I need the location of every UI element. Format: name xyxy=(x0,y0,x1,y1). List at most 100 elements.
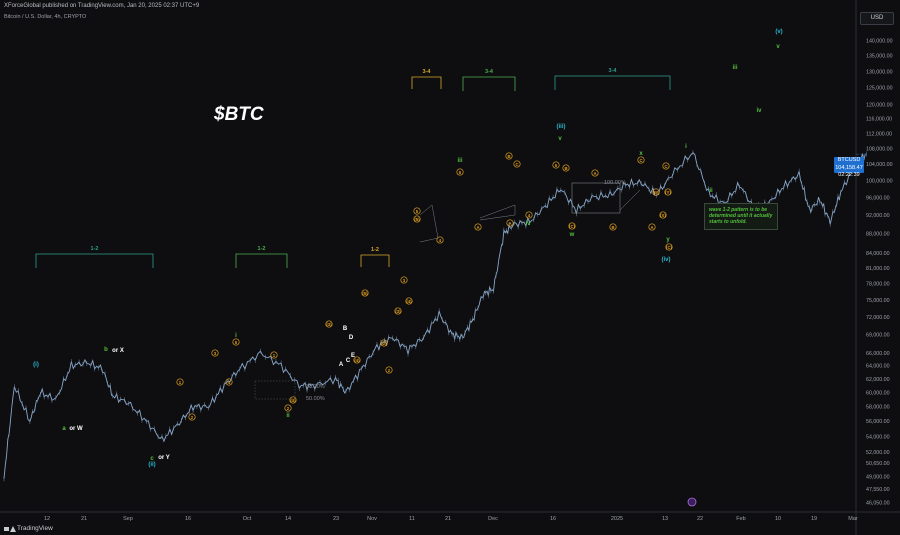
currency-button[interactable]: USD xyxy=(860,12,894,25)
price-tick-label: 81,000.00 xyxy=(866,266,890,272)
wave-label-orange: 5 xyxy=(459,170,462,175)
price-tick-label: 49,000.00 xyxy=(866,475,890,481)
time-tick-label: Sep xyxy=(123,516,133,522)
fib-label: 50.00% xyxy=(306,396,325,402)
triangle-pattern xyxy=(479,204,516,221)
wave-label-orange: 2 xyxy=(388,368,391,373)
wave-label-orange-ring xyxy=(289,396,297,404)
wave-label-orange-ring xyxy=(361,289,369,297)
wave-label-orange: (C) xyxy=(569,224,576,229)
price-tick-label: 64,000.00 xyxy=(866,364,890,370)
wave-label-A: A xyxy=(339,362,344,368)
time-tick-label: 2025 xyxy=(611,516,623,522)
triangle-pattern xyxy=(619,189,641,211)
triangle-pattern xyxy=(419,204,439,243)
publish-info: XForceGlobal published on TradingView.co… xyxy=(4,3,200,9)
wave-label-orange-ring xyxy=(394,307,402,315)
wave-label-orange: 4 xyxy=(528,213,531,218)
wave-label-orange-ring xyxy=(270,351,278,359)
wave-label-D: D xyxy=(349,335,354,341)
time-tick-label: 21 xyxy=(81,516,87,522)
wave-label-orange: 5 xyxy=(416,209,419,214)
wave-label-C: C xyxy=(346,358,351,364)
wave-label-orange-ring xyxy=(525,211,533,219)
time-tick-label: 11 xyxy=(409,516,415,522)
wave-label-or-w: or W xyxy=(69,426,83,432)
event-marker-icon xyxy=(687,497,697,507)
wave-label-orange-ring xyxy=(176,378,184,386)
time-tick-label: 22 xyxy=(697,516,703,522)
price-tick-label: 78,000.00 xyxy=(866,282,890,288)
price-tick-label: 50,650.00 xyxy=(866,461,890,467)
wave-label-green-ii-b: ii xyxy=(709,188,713,194)
wave-label-orange: (4) xyxy=(406,299,412,304)
time-tick-label: 23 xyxy=(333,516,339,522)
wave-label-orange: 1 xyxy=(179,380,182,385)
price-tick-label: 56,000.00 xyxy=(866,419,890,425)
wave-label-orange: 2 xyxy=(287,406,290,411)
price-tick-label: 140,000.00 xyxy=(866,39,893,45)
wave-label-orange: 5 xyxy=(555,163,558,168)
wave-label-green-iv-b: iv xyxy=(756,108,762,114)
wave-label-orange: A xyxy=(593,171,596,176)
wave-label-green-i: i xyxy=(235,333,237,339)
price-tick-label: 47,550.00 xyxy=(866,487,890,493)
wave-label-orange-ring xyxy=(405,297,413,305)
wave-label-orange: (4) xyxy=(290,398,296,403)
wave-label-orange-ring xyxy=(385,366,393,374)
last-price-tag: BTCUSD 104,158.47 02:22:39 xyxy=(834,157,864,178)
wave-label-orange-ring xyxy=(456,168,464,176)
wave-label-orange-ring xyxy=(211,349,219,357)
wave-label-orange: B xyxy=(611,225,614,230)
wave-label-orange: C xyxy=(639,158,642,163)
price-tick-label: 92,000.00 xyxy=(866,213,890,219)
wave-label-b: b xyxy=(104,347,108,353)
bracket-1-2-c xyxy=(360,254,390,267)
price-tick-label: 135,000.00 xyxy=(866,54,893,60)
time-tick-label: Mar xyxy=(848,516,858,522)
wave-label-orange: (3) xyxy=(395,309,401,314)
wave-label-orange-ring xyxy=(225,378,233,386)
wave-label-orange: 2 xyxy=(191,415,194,420)
wave-label-ii: (ii) xyxy=(148,462,155,468)
price-tick-label: 100,000.00 xyxy=(866,178,893,184)
wave-label-orange-ring xyxy=(609,223,617,231)
wave-label-orange-ring xyxy=(652,188,660,196)
wave-label-w: w xyxy=(569,232,575,238)
wave-label-orange-ring xyxy=(664,188,672,196)
price-tick-label: 108,000.00 xyxy=(866,146,893,152)
wave-label-orange-ring xyxy=(648,223,656,231)
bracket-3-4-a-label: 3-4 xyxy=(423,69,432,75)
wave-label-orange: (Y) xyxy=(665,190,671,195)
time-tick-label: 10 xyxy=(775,516,781,522)
time-tick-label: 16 xyxy=(550,516,556,522)
bracket-3-4-c-label: 3-4 xyxy=(609,68,618,74)
wave-label-orange-ring xyxy=(232,338,240,346)
price-tick-label: 130,000.00 xyxy=(866,69,893,75)
wave-label-orange-ring xyxy=(513,160,521,168)
asset-label: $BTC xyxy=(214,104,264,125)
wave-label-a: a xyxy=(62,426,66,432)
wave-label-orange: (5) xyxy=(362,291,368,296)
wave-label-iii: (iii) xyxy=(557,124,566,130)
wave-label-orange: (5) xyxy=(414,217,420,222)
wave-label-orange: A xyxy=(650,225,653,230)
price-tick-label: 72,000.00 xyxy=(866,315,890,321)
wave-label-green-iii-b: iii xyxy=(732,65,737,71)
wave-label-orange-ring xyxy=(474,223,482,231)
wave-label-orange-ring xyxy=(662,162,670,170)
price-tick-label: 116,000.00 xyxy=(866,117,892,123)
bracket-3-4-a xyxy=(411,76,442,89)
wave-label-orange: C xyxy=(515,162,518,167)
wave-label-orange-ring xyxy=(665,243,673,251)
wave-label-orange-ring xyxy=(505,152,513,160)
wave-label-green-iv: iv xyxy=(525,221,531,227)
tradingview-logo-icon xyxy=(4,525,16,532)
wave-label-orange-ring xyxy=(380,339,388,347)
price-tick-label: 54,000.00 xyxy=(866,434,890,440)
wave-label-orange-ring xyxy=(188,413,196,421)
wave-label-or-y: or Y xyxy=(158,455,170,461)
price-tick-label: 69,000.00 xyxy=(866,332,890,338)
wave-label-orange-ring xyxy=(353,356,361,364)
